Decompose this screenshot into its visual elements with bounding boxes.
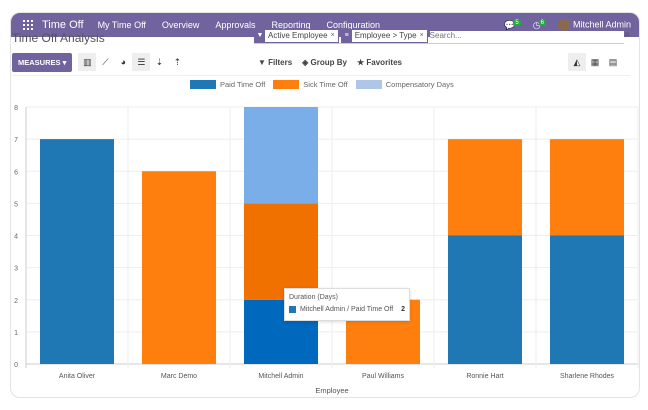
y-tick-label: 1 xyxy=(14,330,18,337)
menu-my-time-off[interactable]: My Time Off xyxy=(97,20,146,30)
measures-button[interactable]: MEASURES ▾ xyxy=(12,52,73,72)
clock-icon: ◷ xyxy=(532,19,541,30)
x-tick-label: Sharlene Rhodes xyxy=(560,373,615,380)
menu-configuration[interactable]: Configuration xyxy=(326,20,381,30)
x-tick-label: Paul Williams xyxy=(362,373,405,380)
y-tick-label: 7 xyxy=(14,137,18,144)
filter-icon: ▼ xyxy=(255,29,265,42)
facet-group-by: ≡ Employee > Type × xyxy=(340,28,428,43)
tooltip-label: Mitchell Admin / Paid Time Off xyxy=(300,306,394,313)
messages-badge: 5 xyxy=(513,19,521,26)
bar-sick-time-off xyxy=(550,139,624,236)
divider xyxy=(10,75,630,76)
bar-chart-button[interactable]: ▥ xyxy=(78,53,97,71)
facet-label: Employee > Type xyxy=(354,31,417,40)
x-tick-label: Marc Demo xyxy=(161,373,197,380)
legend-label[interactable]: Compensatory Days xyxy=(385,80,454,89)
bar-paid-time-off xyxy=(448,235,522,364)
app-window: Time Off My Time Off Overview Approvals … xyxy=(10,12,640,398)
chart-tooltip: Duration (Days) Mitchell Admin / Paid Ti… xyxy=(284,288,410,321)
y-tick-label: 2 xyxy=(14,298,18,305)
y-tick-label: 8 xyxy=(14,105,18,112)
measures-label: MEASURES xyxy=(18,57,61,67)
activities-badge: 6 xyxy=(538,19,546,26)
legend-label[interactable]: Sick Time Off xyxy=(303,80,348,89)
bar-compensatory-days xyxy=(244,107,318,204)
x-axis-label: Employee xyxy=(315,386,348,395)
facet-label: Active Employee xyxy=(268,31,328,40)
menu-reporting[interactable]: Reporting xyxy=(271,20,311,30)
apps-menu-icon[interactable] xyxy=(23,20,33,30)
x-tick-label: Ronnie Hart xyxy=(466,373,503,380)
remove-facet-icon[interactable]: × xyxy=(330,32,335,39)
search-icon[interactable]: ⌕ xyxy=(624,29,630,40)
remove-facet-icon[interactable]: × xyxy=(419,32,424,39)
calendar-view-button[interactable]: ▤ xyxy=(608,56,618,67)
y-tick-label: 4 xyxy=(14,234,18,241)
y-tick-label: 3 xyxy=(14,266,18,273)
stacked-button[interactable]: ☰ xyxy=(132,53,151,71)
bar-paid-time-off xyxy=(40,139,114,364)
menu-overview[interactable]: Overview xyxy=(161,20,200,30)
messages-button[interactable]: 💬5 xyxy=(504,19,523,31)
group-by-icon: ≡ xyxy=(341,29,352,42)
favorites-button[interactable]: ★ Favorites xyxy=(356,57,402,67)
legend-swatch-paid[interactable] xyxy=(190,80,216,89)
legend-label[interactable]: Paid Time Off xyxy=(220,80,266,89)
user-menu[interactable]: Mitchell Admin xyxy=(557,19,631,31)
activities-button[interactable]: ◷6 xyxy=(532,19,548,31)
control-panel: MEASURES ▾ ▥ ⟋ ◕ ☰ ⇣ ⇡ ▼ Filters ◈ Group… xyxy=(12,52,622,72)
user-name: Mitchell Admin xyxy=(572,19,631,30)
pivot-view-button[interactable]: ▦ xyxy=(590,56,600,67)
legend-swatch-comp[interactable] xyxy=(355,80,382,89)
sort-ascending-button[interactable]: ⇡ xyxy=(173,56,182,67)
app-brand[interactable]: Time Off xyxy=(42,19,84,31)
sort-descending-button[interactable]: ⇣ xyxy=(155,56,164,67)
bar-sick-time-off xyxy=(448,139,522,236)
bar-sick-time-off xyxy=(244,203,318,300)
tooltip-swatch xyxy=(289,306,296,313)
y-tick-label: 6 xyxy=(14,169,18,176)
y-tick-label: 5 xyxy=(14,201,18,208)
page-title: Time Off Analysis xyxy=(12,31,105,45)
menu-approvals[interactable]: Approvals xyxy=(215,20,256,30)
search-input[interactable] xyxy=(429,31,624,40)
search-bar: ▼Active Employee× ≡Employee > Type× ⌕ xyxy=(254,28,630,44)
x-tick-label: Mitchell Admin xyxy=(258,373,303,380)
chart-legend: Paid Time Off Sick Time Off Compensatory… xyxy=(182,80,454,89)
y-tick-label: 0 xyxy=(14,362,18,369)
x-tick-label: Anita Oliver xyxy=(59,373,96,380)
pie-chart-button[interactable]: ◕ xyxy=(120,57,127,67)
tooltip-title: Duration (Days) xyxy=(289,294,339,301)
bar-paid-time-off xyxy=(550,235,624,364)
filters-label: Filters xyxy=(268,57,293,67)
favorites-label: Favorites xyxy=(366,57,402,67)
group-by-button[interactable]: ◈ Group By xyxy=(302,57,347,67)
group-by-label: Group By xyxy=(310,57,347,67)
bar-sick-time-off xyxy=(142,171,216,364)
facet-active-employee: ▼ Active Employee × xyxy=(254,28,339,43)
filters-button[interactable]: ▼ Filters xyxy=(258,57,293,67)
avatar xyxy=(557,19,570,31)
tooltip-value: 2 xyxy=(401,306,405,313)
graph-view-button[interactable]: ◭ xyxy=(568,53,586,71)
legend-swatch-sick[interactable] xyxy=(273,80,300,89)
chat-icon: 💬 xyxy=(504,19,516,30)
line-chart-button[interactable]: ⟋ xyxy=(102,56,109,67)
